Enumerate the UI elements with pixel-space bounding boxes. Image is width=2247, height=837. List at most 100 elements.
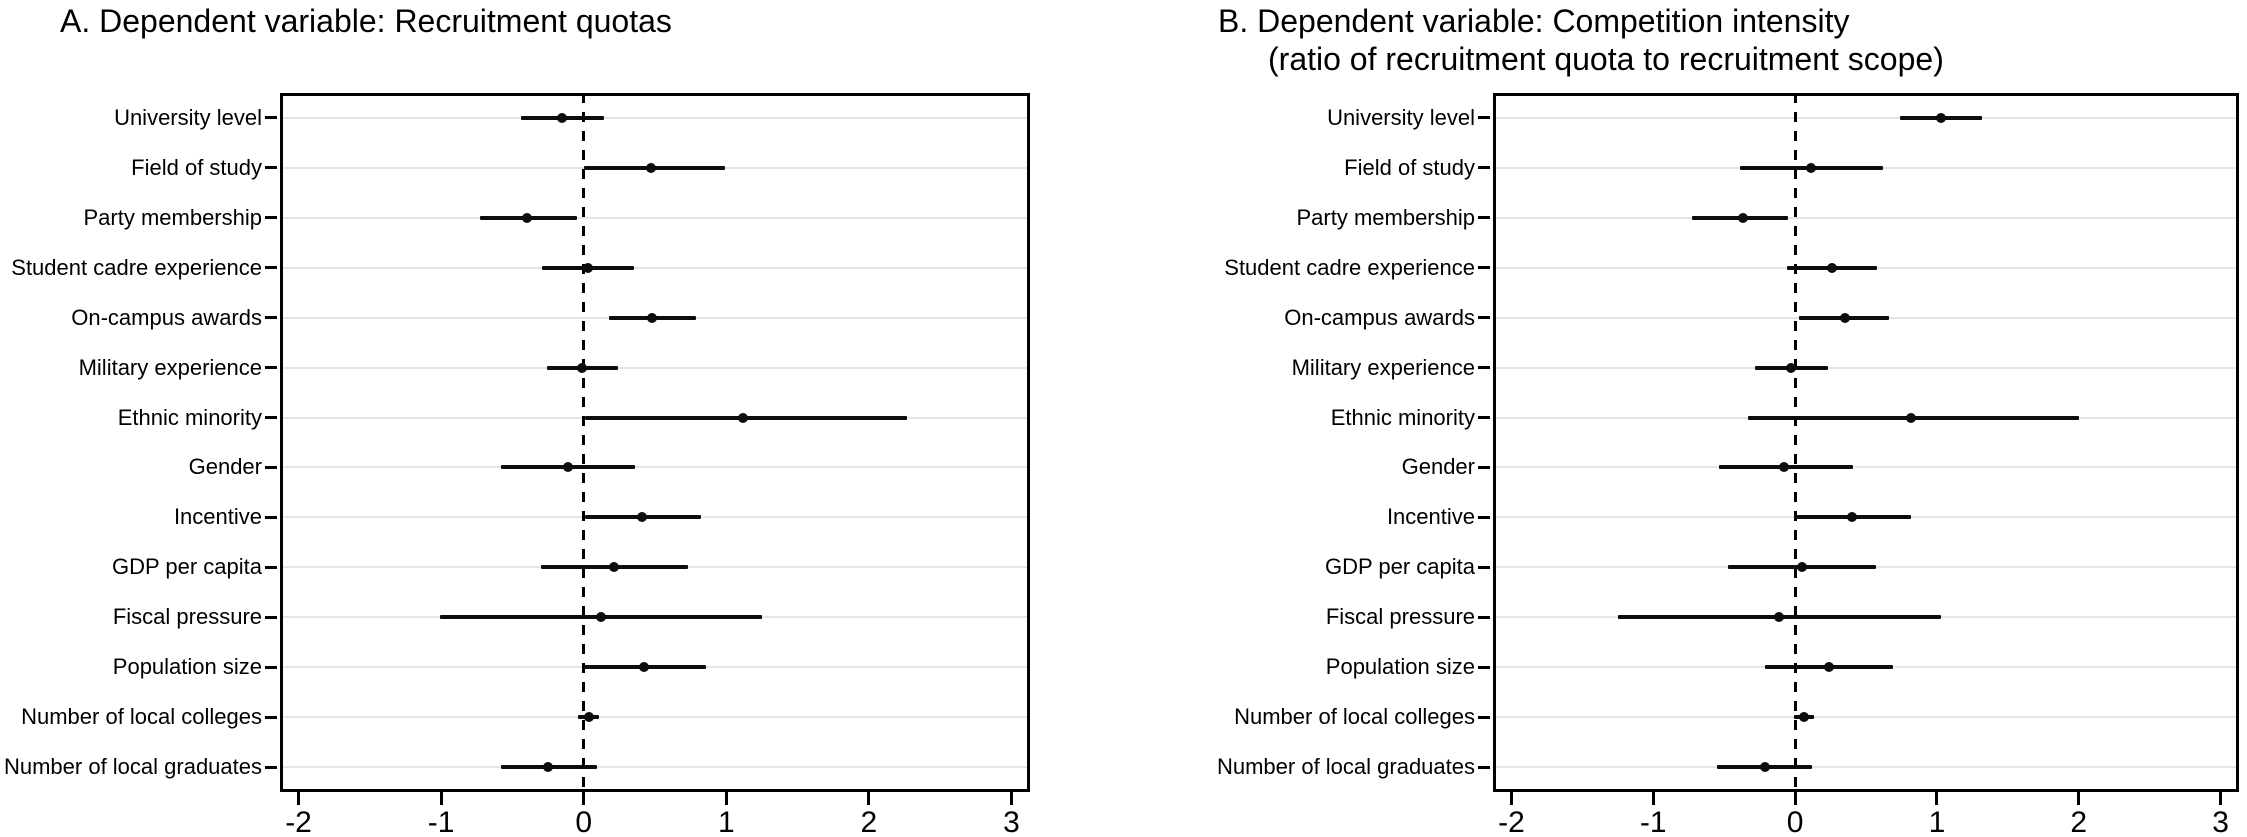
panel-b-title-text: B. Dependent variable: Competition inten… bbox=[1218, 3, 1850, 39]
point-estimate-marker bbox=[1737, 212, 1748, 223]
y-axis-tick bbox=[265, 765, 277, 769]
point-estimate-marker bbox=[1846, 512, 1857, 523]
row-gridline bbox=[280, 366, 1030, 369]
y-axis-tick bbox=[1478, 316, 1490, 320]
point-estimate-marker bbox=[637, 512, 648, 523]
y-axis-tick bbox=[1478, 765, 1490, 769]
x-axis-tick bbox=[1935, 792, 1939, 805]
y-axis-tick bbox=[1478, 116, 1490, 120]
y-axis-tick bbox=[265, 615, 277, 619]
y-axis-tick bbox=[265, 665, 277, 669]
point-estimate-marker bbox=[1760, 762, 1771, 773]
y-axis-tick bbox=[1478, 565, 1490, 569]
x-axis-tick bbox=[582, 792, 586, 805]
row-gridline bbox=[1493, 366, 2239, 369]
point-estimate-marker bbox=[543, 762, 554, 773]
panel-a-plot-area: University level Field of study Party memb… bbox=[4, 93, 1030, 837]
y-axis-tick bbox=[265, 116, 277, 120]
y-axis-tick bbox=[1478, 366, 1490, 370]
zero-reference-line bbox=[582, 93, 586, 792]
panel-b-plot-area: University level Field of study Party memb… bbox=[1217, 93, 2239, 837]
x-axis-tick bbox=[439, 792, 443, 805]
y-axis-tick bbox=[265, 366, 277, 370]
y-axis-label: Fiscal pressure bbox=[112, 604, 262, 630]
y-axis-tick bbox=[265, 515, 277, 519]
point-estimate-marker bbox=[1785, 362, 1796, 373]
y-axis-tick bbox=[265, 715, 277, 719]
y-axis-label: Field of study bbox=[131, 154, 262, 180]
x-axis-tick bbox=[724, 792, 728, 805]
point-estimate-marker bbox=[1839, 312, 1850, 323]
point-estimate-marker bbox=[1778, 462, 1789, 473]
y-axis-tick bbox=[1478, 216, 1490, 220]
y-axis-label: University level bbox=[1327, 104, 1475, 130]
y-axis-tick bbox=[265, 565, 277, 569]
point-estimate-marker bbox=[582, 262, 593, 273]
row-gridline bbox=[280, 216, 1030, 219]
y-axis-label: Gender bbox=[1401, 454, 1475, 480]
y-axis-tick bbox=[1478, 266, 1490, 270]
y-axis-tick bbox=[265, 465, 277, 469]
point-estimate-marker bbox=[1906, 412, 1917, 423]
x-axis-tick-label: 3 bbox=[1003, 806, 1020, 837]
x-axis-tick bbox=[867, 792, 871, 805]
y-axis-label: Fiscal pressure bbox=[1325, 604, 1475, 630]
x-axis-tick bbox=[297, 792, 301, 805]
point-estimate-marker bbox=[1805, 162, 1816, 173]
y-axis-tick bbox=[1478, 665, 1490, 669]
y-axis-label: Student cadre experience bbox=[1224, 254, 1475, 280]
y-axis-tick bbox=[1478, 166, 1490, 170]
y-axis-label: University level bbox=[114, 104, 262, 130]
plot-frame-border bbox=[280, 93, 1030, 792]
point-estimate-marker bbox=[1797, 562, 1808, 573]
panel-b-title: B. Dependent variable: Competition inten… bbox=[1218, 2, 1944, 78]
row-gridline bbox=[280, 266, 1030, 269]
y-axis-tick bbox=[1478, 515, 1490, 519]
x-axis-tick-label: 2 bbox=[860, 806, 878, 837]
y-axis-label: Ethnic minority bbox=[117, 404, 262, 430]
y-axis-label: Number of local colleges bbox=[21, 704, 262, 730]
row-gridline bbox=[280, 766, 1030, 769]
point-estimate-marker bbox=[1936, 112, 1947, 123]
y-axis-label: Incentive bbox=[1386, 504, 1475, 530]
point-estimate-marker bbox=[645, 162, 656, 173]
x-axis-tick bbox=[1509, 792, 1513, 805]
x-axis-tick bbox=[1793, 792, 1797, 805]
point-estimate-marker bbox=[608, 562, 619, 573]
panel-b-subtitle-text: (ratio of recruitment quota to recruitme… bbox=[1268, 41, 1944, 77]
x-axis-tick bbox=[2219, 792, 2223, 805]
y-axis-tick bbox=[1478, 465, 1490, 469]
y-axis-label: Party membership bbox=[83, 204, 262, 230]
y-axis-tick bbox=[1478, 416, 1490, 420]
x-axis-tick-label: -1 bbox=[427, 806, 455, 837]
point-estimate-marker bbox=[563, 462, 574, 473]
y-axis-label: Number of local graduates bbox=[3, 754, 262, 780]
y-axis-label: Gender bbox=[188, 454, 262, 480]
y-axis-tick bbox=[265, 166, 277, 170]
point-estimate-marker bbox=[1798, 712, 1809, 723]
point-estimate-marker bbox=[584, 712, 595, 723]
y-axis-tick bbox=[265, 216, 277, 220]
y-axis-label: Population size bbox=[1325, 654, 1475, 680]
y-axis-label: Number of local graduates bbox=[1216, 754, 1475, 780]
y-axis-label: On-campus awards bbox=[71, 304, 262, 330]
point-estimate-marker bbox=[738, 412, 749, 423]
point-estimate-marker bbox=[647, 312, 658, 323]
point-estimate-marker bbox=[638, 662, 649, 673]
row-gridline bbox=[280, 716, 1030, 719]
y-axis-tick bbox=[1478, 715, 1490, 719]
y-axis-label: Field of study bbox=[1344, 154, 1475, 180]
point-estimate-marker bbox=[557, 112, 568, 123]
x-axis-tick-label: 2 bbox=[2070, 806, 2088, 837]
row-gridline bbox=[1493, 116, 2239, 119]
x-axis-tick-label: -1 bbox=[1639, 806, 1667, 837]
row-gridline bbox=[1493, 716, 2239, 719]
x-axis-tick-label: -2 bbox=[285, 806, 312, 837]
x-axis-tick-label: -2 bbox=[1498, 806, 1525, 837]
row-gridline bbox=[280, 116, 1030, 119]
x-axis-tick-label: 1 bbox=[1928, 806, 1946, 837]
y-axis-label: Military experience bbox=[78, 354, 262, 380]
panel-a-title-text: A. Dependent variable: Recruitment quota… bbox=[60, 3, 672, 39]
y-axis-label: Military experience bbox=[1291, 354, 1475, 380]
